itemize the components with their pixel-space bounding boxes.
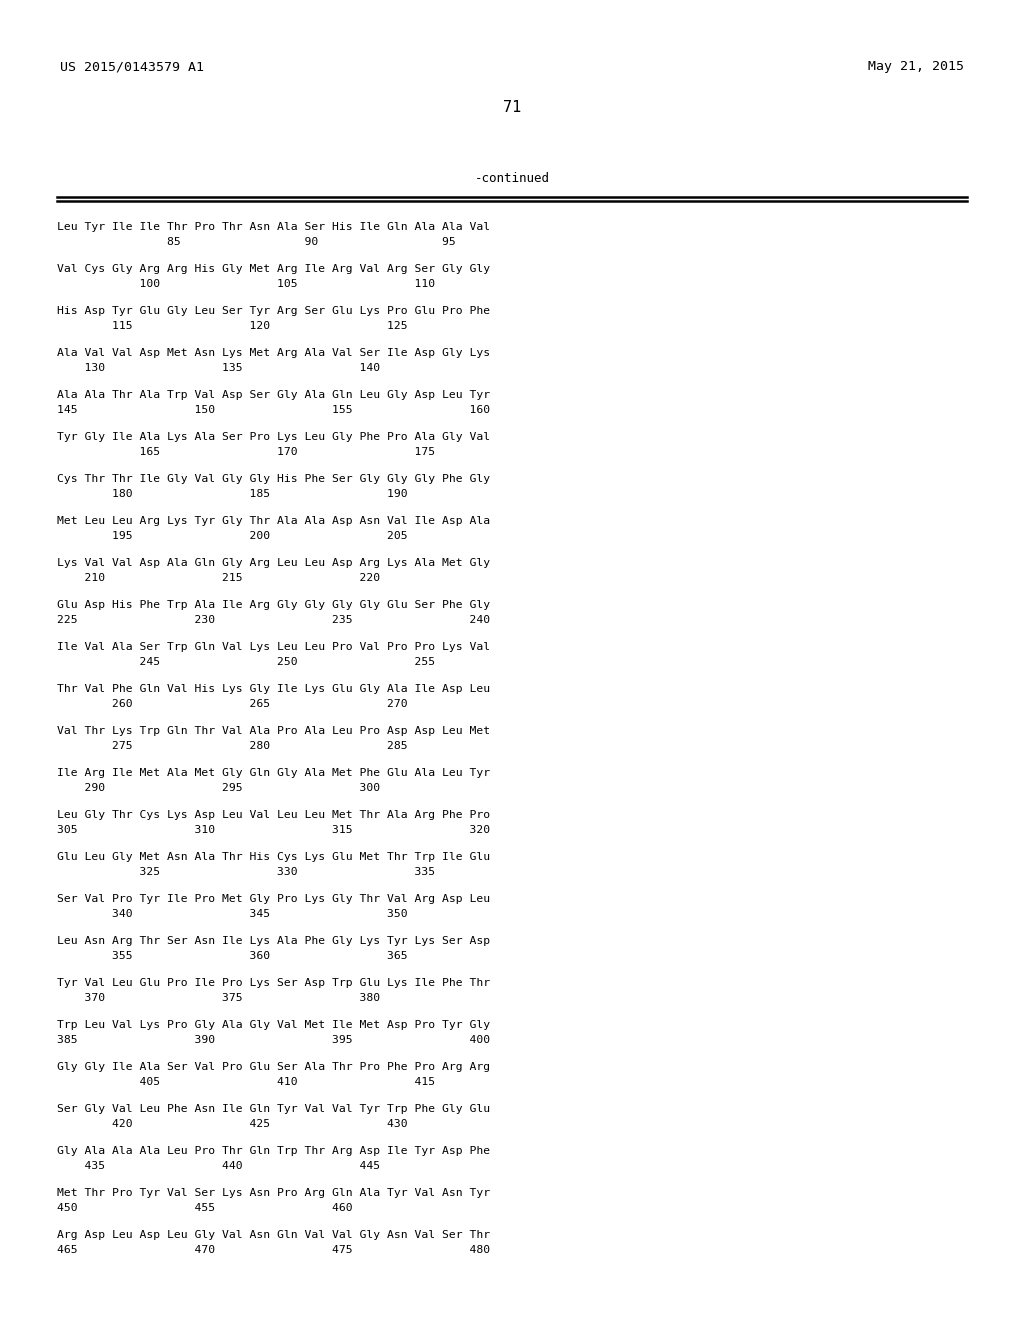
Text: 100                 105                 110: 100 105 110 xyxy=(57,279,435,289)
Text: 130                 135                 140: 130 135 140 xyxy=(57,363,380,374)
Text: 195                 200                 205: 195 200 205 xyxy=(57,531,408,541)
Text: Gly Gly Ile Ala Ser Val Pro Glu Ser Ala Thr Pro Phe Pro Arg Arg: Gly Gly Ile Ala Ser Val Pro Glu Ser Ala … xyxy=(57,1063,490,1072)
Text: Leu Asn Arg Thr Ser Asn Ile Lys Ala Phe Gly Lys Tyr Lys Ser Asp: Leu Asn Arg Thr Ser Asn Ile Lys Ala Phe … xyxy=(57,936,490,946)
Text: 305                 310                 315                 320: 305 310 315 320 xyxy=(57,825,490,836)
Text: Leu Tyr Ile Ile Thr Pro Thr Asn Ala Ser His Ile Gln Ala Ala Val: Leu Tyr Ile Ile Thr Pro Thr Asn Ala Ser … xyxy=(57,222,490,232)
Text: US 2015/0143579 A1: US 2015/0143579 A1 xyxy=(60,59,204,73)
Text: 290                 295                 300: 290 295 300 xyxy=(57,783,380,793)
Text: Arg Asp Leu Asp Leu Gly Val Asn Gln Val Val Gly Asn Val Ser Thr: Arg Asp Leu Asp Leu Gly Val Asn Gln Val … xyxy=(57,1230,490,1239)
Text: Gly Ala Ala Ala Leu Pro Thr Gln Trp Thr Arg Asp Ile Tyr Asp Phe: Gly Ala Ala Ala Leu Pro Thr Gln Trp Thr … xyxy=(57,1146,490,1156)
Text: 165                 170                 175: 165 170 175 xyxy=(57,447,435,457)
Text: Ala Val Val Asp Met Asn Lys Met Arg Ala Val Ser Ile Asp Gly Lys: Ala Val Val Asp Met Asn Lys Met Arg Ala … xyxy=(57,348,490,358)
Text: Ile Val Ala Ser Trp Gln Val Lys Leu Leu Pro Val Pro Pro Lys Val: Ile Val Ala Ser Trp Gln Val Lys Leu Leu … xyxy=(57,642,490,652)
Text: 210                 215                 220: 210 215 220 xyxy=(57,573,380,583)
Text: 420                 425                 430: 420 425 430 xyxy=(57,1119,408,1129)
Text: 71: 71 xyxy=(503,100,521,115)
Text: Tyr Val Leu Glu Pro Ile Pro Lys Ser Asp Trp Glu Lys Ile Phe Thr: Tyr Val Leu Glu Pro Ile Pro Lys Ser Asp … xyxy=(57,978,490,987)
Text: 325                 330                 335: 325 330 335 xyxy=(57,867,435,876)
Text: 260                 265                 270: 260 265 270 xyxy=(57,700,408,709)
Text: His Asp Tyr Glu Gly Leu Ser Tyr Arg Ser Glu Lys Pro Glu Pro Phe: His Asp Tyr Glu Gly Leu Ser Tyr Arg Ser … xyxy=(57,306,490,315)
Text: -continued: -continued xyxy=(474,172,550,185)
Text: Cys Thr Thr Ile Gly Val Gly Gly His Phe Ser Gly Gly Gly Phe Gly: Cys Thr Thr Ile Gly Val Gly Gly His Phe … xyxy=(57,474,490,484)
Text: Ile Arg Ile Met Ala Met Gly Gln Gly Ala Met Phe Glu Ala Leu Tyr: Ile Arg Ile Met Ala Met Gly Gln Gly Ala … xyxy=(57,768,490,777)
Text: 405                 410                 415: 405 410 415 xyxy=(57,1077,435,1086)
Text: Glu Leu Gly Met Asn Ala Thr His Cys Lys Glu Met Thr Trp Ile Glu: Glu Leu Gly Met Asn Ala Thr His Cys Lys … xyxy=(57,851,490,862)
Text: Thr Val Phe Gln Val His Lys Gly Ile Lys Glu Gly Ala Ile Asp Leu: Thr Val Phe Gln Val His Lys Gly Ile Lys … xyxy=(57,684,490,694)
Text: Val Thr Lys Trp Gln Thr Val Ala Pro Ala Leu Pro Asp Asp Leu Met: Val Thr Lys Trp Gln Thr Val Ala Pro Ala … xyxy=(57,726,490,737)
Text: Lys Val Val Asp Ala Gln Gly Arg Leu Leu Asp Arg Lys Ala Met Gly: Lys Val Val Asp Ala Gln Gly Arg Leu Leu … xyxy=(57,558,490,568)
Text: 245                 250                 255: 245 250 255 xyxy=(57,657,435,667)
Text: Ala Ala Thr Ala Trp Val Asp Ser Gly Ala Gln Leu Gly Asp Leu Tyr: Ala Ala Thr Ala Trp Val Asp Ser Gly Ala … xyxy=(57,389,490,400)
Text: Ser Gly Val Leu Phe Asn Ile Gln Tyr Val Val Tyr Trp Phe Gly Glu: Ser Gly Val Leu Phe Asn Ile Gln Tyr Val … xyxy=(57,1104,490,1114)
Text: 145                 150                 155                 160: 145 150 155 160 xyxy=(57,405,490,414)
Text: 180                 185                 190: 180 185 190 xyxy=(57,488,408,499)
Text: Met Thr Pro Tyr Val Ser Lys Asn Pro Arg Gln Ala Tyr Val Asn Tyr: Met Thr Pro Tyr Val Ser Lys Asn Pro Arg … xyxy=(57,1188,490,1199)
Text: 115                 120                 125: 115 120 125 xyxy=(57,321,408,331)
Text: Val Cys Gly Arg Arg His Gly Met Arg Ile Arg Val Arg Ser Gly Gly: Val Cys Gly Arg Arg His Gly Met Arg Ile … xyxy=(57,264,490,275)
Text: 370                 375                 380: 370 375 380 xyxy=(57,993,380,1003)
Text: Trp Leu Val Lys Pro Gly Ala Gly Val Met Ile Met Asp Pro Tyr Gly: Trp Leu Val Lys Pro Gly Ala Gly Val Met … xyxy=(57,1020,490,1030)
Text: 85                  90                  95: 85 90 95 xyxy=(57,238,456,247)
Text: 225                 230                 235                 240: 225 230 235 240 xyxy=(57,615,490,624)
Text: 465                 470                 475                 480: 465 470 475 480 xyxy=(57,1245,490,1255)
Text: May 21, 2015: May 21, 2015 xyxy=(868,59,964,73)
Text: Glu Asp His Phe Trp Ala Ile Arg Gly Gly Gly Gly Glu Ser Phe Gly: Glu Asp His Phe Trp Ala Ile Arg Gly Gly … xyxy=(57,601,490,610)
Text: Met Leu Leu Arg Lys Tyr Gly Thr Ala Ala Asp Asn Val Ile Asp Ala: Met Leu Leu Arg Lys Tyr Gly Thr Ala Ala … xyxy=(57,516,490,525)
Text: 340                 345                 350: 340 345 350 xyxy=(57,909,408,919)
Text: Ser Val Pro Tyr Ile Pro Met Gly Pro Lys Gly Thr Val Arg Asp Leu: Ser Val Pro Tyr Ile Pro Met Gly Pro Lys … xyxy=(57,894,490,904)
Text: Leu Gly Thr Cys Lys Asp Leu Val Leu Leu Met Thr Ala Arg Phe Pro: Leu Gly Thr Cys Lys Asp Leu Val Leu Leu … xyxy=(57,810,490,820)
Text: 435                 440                 445: 435 440 445 xyxy=(57,1162,380,1171)
Text: Tyr Gly Ile Ala Lys Ala Ser Pro Lys Leu Gly Phe Pro Ala Gly Val: Tyr Gly Ile Ala Lys Ala Ser Pro Lys Leu … xyxy=(57,432,490,442)
Text: 385                 390                 395                 400: 385 390 395 400 xyxy=(57,1035,490,1045)
Text: 450                 455                 460: 450 455 460 xyxy=(57,1203,352,1213)
Text: 355                 360                 365: 355 360 365 xyxy=(57,950,408,961)
Text: 275                 280                 285: 275 280 285 xyxy=(57,741,408,751)
